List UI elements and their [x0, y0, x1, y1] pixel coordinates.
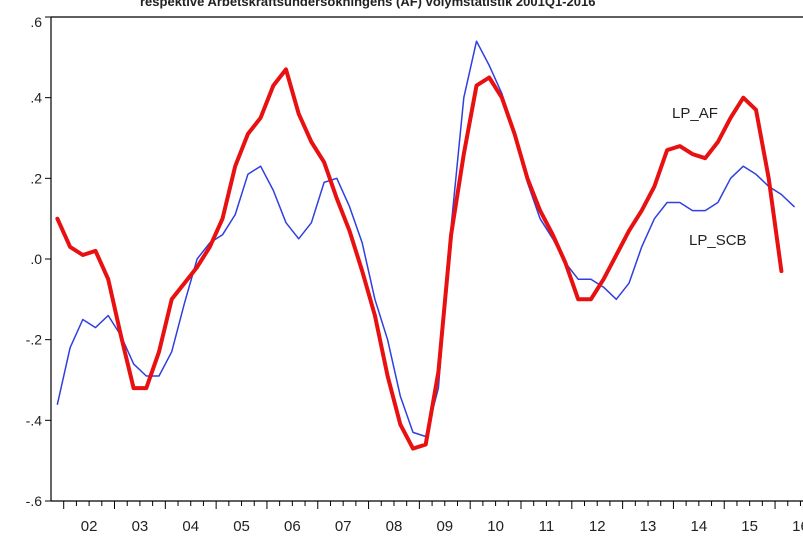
y-tick-label: .2 [30, 170, 42, 186]
y-tick-label: -.6 [26, 493, 43, 509]
x-tick-label: 15 [741, 518, 758, 535]
x-tick-label: 04 [182, 518, 199, 535]
x-tick-label: 12 [589, 518, 606, 535]
y-tick-label: -.2 [26, 332, 43, 348]
y-tick-label: .4 [30, 90, 42, 106]
x-tick-label: 11 [539, 518, 555, 535]
x-tick-label: 05 [233, 518, 250, 535]
x-tick-label: 13 [640, 518, 657, 535]
x-tick-label: 02 [81, 518, 98, 535]
x-tick-label: 08 [386, 518, 403, 535]
chart-title: respektive Arbetskraftsundersökningens (… [140, 0, 595, 9]
x-tick-label: 14 [690, 518, 707, 535]
series-label-lp-scb: LP_SCB [689, 232, 747, 249]
x-tick-label: 10 [487, 518, 504, 535]
series-label-lp-af: LP_AF [672, 105, 718, 122]
x-tick-label: 16 [792, 518, 803, 535]
y-tick-label: -.4 [26, 412, 43, 428]
y-tick-label: .0 [30, 251, 42, 267]
x-tick-label: 03 [132, 518, 149, 535]
y-tick-label: .6 [30, 14, 42, 30]
x-tick-label: 07 [335, 518, 352, 535]
x-tick-label: 06 [284, 518, 301, 535]
x-tick-label: 09 [436, 518, 453, 535]
